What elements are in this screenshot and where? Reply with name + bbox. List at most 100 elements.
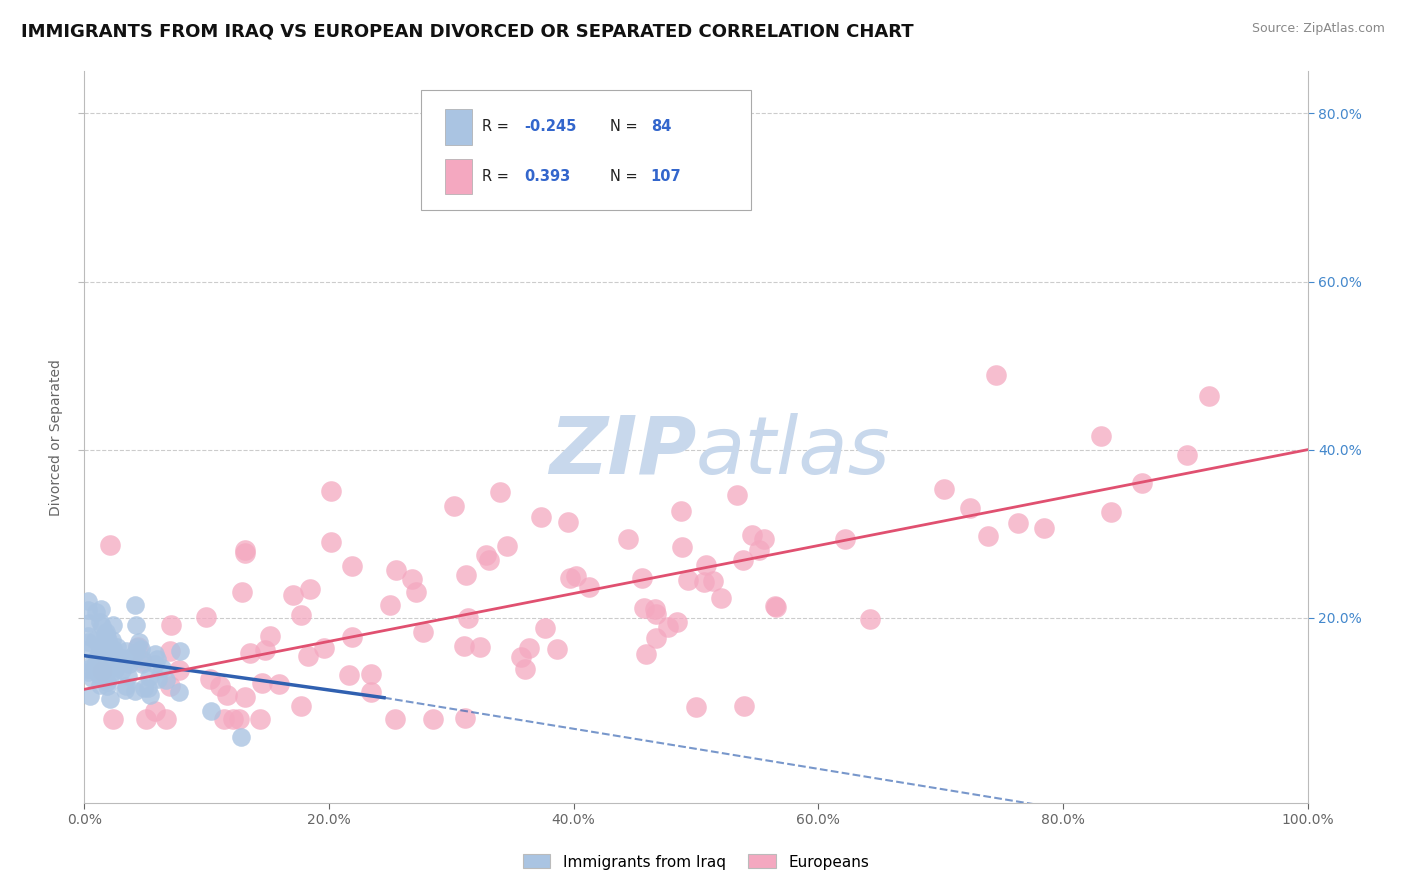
Point <box>290 607 312 622</box>
Point <box>695 558 717 573</box>
Point <box>297 648 319 663</box>
Point <box>457 611 479 625</box>
Text: N =: N = <box>610 120 638 135</box>
Legend: Immigrants from Iraq, Europeans: Immigrants from Iraq, Europeans <box>517 848 875 876</box>
Point <box>513 662 536 676</box>
Point <box>233 543 256 558</box>
Point <box>259 630 281 644</box>
Point <box>105 640 128 654</box>
Point <box>80 657 103 671</box>
Point <box>657 620 679 634</box>
Point <box>101 648 124 662</box>
Point <box>93 639 115 653</box>
Text: IMMIGRANTS FROM IRAQ VS EUROPEAN DIVORCED OR SEPARATED CORRELATION CHART: IMMIGRANTS FROM IRAQ VS EUROPEAN DIVORCE… <box>21 22 914 40</box>
Point <box>228 712 250 726</box>
Point <box>136 681 159 695</box>
Point <box>298 582 321 596</box>
Point <box>84 661 107 675</box>
Point <box>454 568 477 582</box>
Point <box>233 546 256 560</box>
Point <box>194 609 217 624</box>
Point <box>693 574 716 589</box>
Point <box>254 643 277 657</box>
Point <box>98 692 121 706</box>
Point <box>94 628 117 642</box>
Point <box>859 612 882 626</box>
Point <box>1175 448 1198 462</box>
Point <box>155 673 177 688</box>
Text: 84: 84 <box>651 120 671 135</box>
Point <box>93 640 115 654</box>
Text: R =: R = <box>482 169 509 184</box>
Point <box>114 683 136 698</box>
Point <box>405 585 427 599</box>
Point <box>159 679 181 693</box>
Point <box>101 660 124 674</box>
Point <box>496 539 519 553</box>
Point <box>91 648 114 663</box>
Point <box>87 648 110 662</box>
Point <box>117 669 139 683</box>
Y-axis label: Divorced or Separated: Divorced or Separated <box>49 359 63 516</box>
Text: 107: 107 <box>651 169 682 184</box>
Point <box>80 671 103 685</box>
Point <box>725 488 748 502</box>
Point <box>733 699 755 714</box>
Point <box>105 660 128 674</box>
Point <box>671 541 693 555</box>
Point <box>139 689 162 703</box>
Text: 0.393: 0.393 <box>524 169 571 184</box>
Point <box>124 598 146 612</box>
Point <box>76 594 98 608</box>
Text: R =: R = <box>482 120 509 135</box>
Point <box>101 647 124 661</box>
Point <box>150 660 173 674</box>
Point <box>103 617 125 632</box>
Point <box>77 641 100 656</box>
Point <box>453 639 475 653</box>
Point <box>1032 520 1054 534</box>
Point <box>200 704 222 718</box>
Point <box>319 484 342 499</box>
Point <box>422 712 444 726</box>
Text: Source: ZipAtlas.com: Source: ZipAtlas.com <box>1251 22 1385 36</box>
Text: N =: N = <box>610 169 638 184</box>
Point <box>1090 429 1112 443</box>
FancyBboxPatch shape <box>420 90 751 211</box>
Point <box>94 638 117 652</box>
Point <box>89 615 111 629</box>
Point <box>90 602 112 616</box>
Point <box>222 712 245 726</box>
Point <box>319 534 342 549</box>
Point <box>77 629 100 643</box>
Point <box>146 672 169 686</box>
Point <box>765 600 787 615</box>
Point <box>1007 516 1029 530</box>
Point <box>169 644 191 658</box>
Point <box>89 658 111 673</box>
Point <box>360 684 382 698</box>
Point <box>578 580 600 594</box>
Point <box>160 618 183 632</box>
Point <box>229 730 252 744</box>
Point <box>252 676 274 690</box>
Point <box>145 652 167 666</box>
Point <box>217 688 239 702</box>
Point <box>443 499 465 513</box>
Point <box>84 655 107 669</box>
Point <box>710 591 733 605</box>
Point <box>475 548 498 562</box>
Bar <box>446 110 472 145</box>
Point <box>834 532 856 546</box>
Point <box>77 665 100 679</box>
Point <box>98 538 121 552</box>
Point <box>384 712 406 726</box>
Point <box>534 622 557 636</box>
Point <box>94 625 117 640</box>
Point <box>103 664 125 678</box>
Point <box>143 704 166 718</box>
Point <box>290 699 312 714</box>
Point <box>91 647 114 661</box>
Point <box>360 667 382 681</box>
Point <box>115 643 138 657</box>
